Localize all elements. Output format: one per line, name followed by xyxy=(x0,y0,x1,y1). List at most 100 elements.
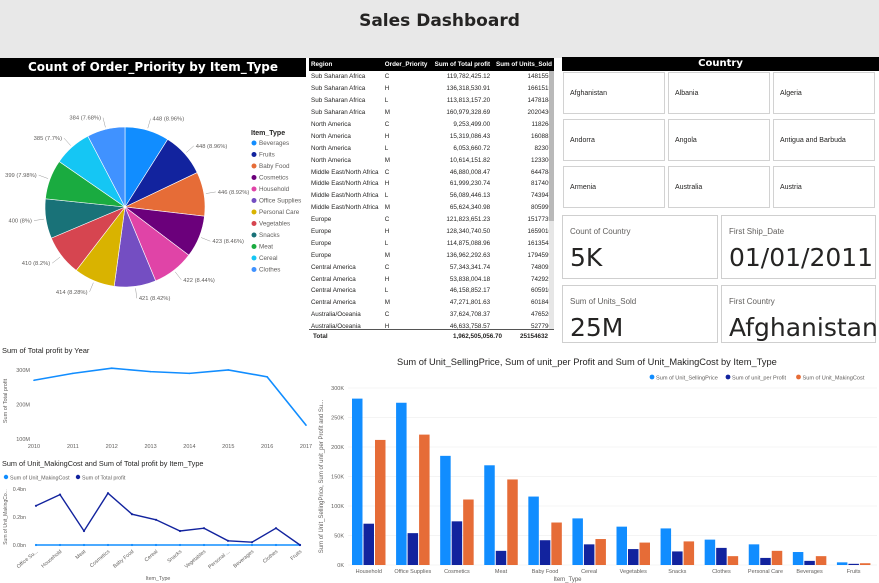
table-row[interactable]: North America L 6,053,660.72 82307 xyxy=(309,142,554,154)
bar[interactable] xyxy=(595,539,606,565)
bar[interactable] xyxy=(463,499,474,565)
bar[interactable] xyxy=(551,522,562,565)
bar[interactable] xyxy=(507,479,518,565)
table-row[interactable]: Australia/Oceania C 37,624,708.37 476520 xyxy=(309,309,554,321)
bar[interactable] xyxy=(396,402,407,565)
table-row[interactable]: Sub Saharan Africa C 119,782,425.12 1481555 xyxy=(309,71,554,83)
data-point[interactable] xyxy=(250,543,254,547)
bar[interactable] xyxy=(792,552,804,565)
bar[interactable] xyxy=(836,562,848,565)
table-scrollbar-thumb[interactable] xyxy=(549,71,554,221)
price-profit-cost-bar-chart[interactable]: Sum of Unit_SellingPrice, Sum of unit_pe… xyxy=(312,350,879,583)
country-slicer-item[interactable]: Armenia xyxy=(563,166,665,208)
table-row[interactable]: Central America C 57,343,341.74 748092 xyxy=(309,261,554,273)
bar[interactable] xyxy=(495,550,507,565)
table-row[interactable]: Australia/Oceania H 46,633,758.57 527796 xyxy=(309,321,554,333)
table-row[interactable]: Europe C 121,823,651.23 1517739 xyxy=(309,214,554,226)
data-point[interactable] xyxy=(226,539,230,542)
data-point[interactable] xyxy=(106,492,110,495)
bar[interactable] xyxy=(683,541,695,565)
bar[interactable] xyxy=(672,551,683,565)
country-slicer-item[interactable]: Afghanistan xyxy=(563,72,665,114)
country-slicer-item[interactable]: Andorra xyxy=(563,119,665,161)
table-row[interactable]: North America H 15,319,086.43 160883 xyxy=(309,130,554,142)
country-slicer-item[interactable]: Albania xyxy=(668,72,770,114)
bar[interactable] xyxy=(727,556,739,565)
bar[interactable] xyxy=(484,465,495,565)
bar[interactable] xyxy=(760,557,771,565)
bar[interactable] xyxy=(451,521,463,565)
bar[interactable] xyxy=(859,563,871,565)
table-row[interactable]: Middle East/North Africa L 56,089,446.13 74… xyxy=(309,190,554,202)
bar[interactable] xyxy=(748,544,760,565)
data-point[interactable] xyxy=(72,372,74,375)
region-profit-table[interactable]: Region Order_Priority Sum of Total profit S… xyxy=(309,58,554,343)
data-point[interactable] xyxy=(33,379,35,382)
bar[interactable] xyxy=(716,547,727,565)
bar[interactable] xyxy=(771,550,783,565)
table-column-header[interactable]: Order_Priority xyxy=(382,58,431,71)
bar[interactable] xyxy=(419,434,430,565)
data-point[interactable] xyxy=(82,529,86,533)
table-row[interactable]: Sub Saharan Africa H 136,318,530.91 1661515 xyxy=(309,83,554,95)
country-slicer-item[interactable]: Austria xyxy=(773,166,875,208)
table-row[interactable]: Central America H 53,838,004.18 742929 xyxy=(309,273,554,285)
data-point[interactable] xyxy=(178,543,182,547)
makingcost-profit-by-item-chart[interactable]: Sum of Unit_MakingCost and Sum of Total … xyxy=(0,455,312,583)
bar[interactable] xyxy=(572,518,583,565)
data-point[interactable] xyxy=(154,518,158,521)
data-point[interactable] xyxy=(58,493,62,496)
bar[interactable] xyxy=(704,539,716,565)
bar[interactable] xyxy=(375,439,386,565)
data-point[interactable] xyxy=(305,424,307,426)
data-point[interactable] xyxy=(106,543,110,547)
data-point[interactable] xyxy=(130,543,134,547)
data-point[interactable] xyxy=(226,543,230,547)
country-slicer-item[interactable]: Australia xyxy=(668,166,770,208)
data-point[interactable] xyxy=(188,372,191,375)
pie-slice[interactable] xyxy=(87,126,126,208)
data-point[interactable] xyxy=(274,543,278,547)
table-row[interactable]: North America M 10,614,151.82 123306 xyxy=(309,154,554,166)
data-point[interactable] xyxy=(58,543,62,547)
data-point[interactable] xyxy=(34,543,38,547)
profit-by-year-chart[interactable]: Sum of Total profit by Year300M200M100M2… xyxy=(0,343,312,455)
data-point[interactable] xyxy=(298,543,302,547)
table-row[interactable]: Europe H 128,340,740.50 1659016 xyxy=(309,226,554,238)
bar[interactable] xyxy=(616,526,628,565)
first-country-card[interactable]: First Country Afghanistan xyxy=(721,285,878,343)
table-row[interactable]: Central America L 46,158,852.17 605910 xyxy=(309,285,554,297)
table-row[interactable]: Sub Saharan Africa M 160,979,328.69 2020430 xyxy=(309,107,554,119)
bar[interactable] xyxy=(660,528,672,565)
table-row[interactable]: Middle East/North Africa H 61,999,230.74 81… xyxy=(309,178,554,190)
data-point[interactable] xyxy=(202,527,206,530)
bar[interactable] xyxy=(804,560,815,565)
table-row[interactable]: Sub Saharan Africa L 113,813,157.20 1478184 xyxy=(309,95,554,107)
country-slicer-item[interactable]: Algeria xyxy=(773,72,875,114)
data-point[interactable] xyxy=(227,369,230,371)
country-slicer-item[interactable]: Angola xyxy=(668,119,770,161)
data-point[interactable] xyxy=(266,376,268,378)
table-row[interactable]: Europe L 114,875,088.96 1613548 xyxy=(309,237,554,249)
country-slicer-item[interactable]: Antigua and Barbuda xyxy=(773,119,875,161)
bar[interactable] xyxy=(440,455,451,565)
count-of-country-card[interactable]: Count of Country 5K xyxy=(562,215,718,279)
table-row[interactable]: North America C 9,253,499.00 118264 xyxy=(309,119,554,131)
pie-chart[interactable]: 448 (8.96%) 448 (8.96%) 446 (8.92%) 423 (8.… xyxy=(0,77,306,337)
data-point[interactable] xyxy=(34,504,38,507)
table-column-header[interactable]: Region xyxy=(309,58,383,71)
table-column-header[interactable]: Sum of Total profit xyxy=(430,58,493,71)
table-row[interactable]: Europe M 136,962,292.63 1794599 xyxy=(309,249,554,261)
bar[interactable] xyxy=(815,556,827,565)
bar[interactable] xyxy=(407,533,419,565)
bar[interactable] xyxy=(628,549,639,565)
data-point[interactable] xyxy=(154,543,158,547)
data-point[interactable] xyxy=(110,367,113,369)
data-point[interactable] xyxy=(250,541,254,544)
bar[interactable] xyxy=(583,544,595,565)
table-row[interactable]: Middle East/North Africa C 46,880,008.47 64… xyxy=(309,166,554,178)
data-point[interactable] xyxy=(149,370,152,373)
bar[interactable] xyxy=(539,540,551,565)
table-row[interactable]: Middle East/North Africa M 65,624,340.98 80… xyxy=(309,202,554,214)
bar[interactable] xyxy=(639,542,651,565)
